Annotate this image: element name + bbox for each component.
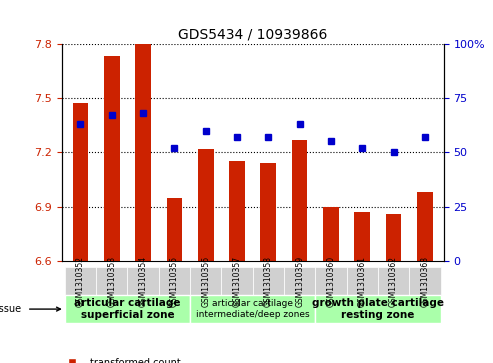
Text: GSM1310363: GSM1310363 [421, 256, 429, 307]
Text: GSM1310353: GSM1310353 [107, 256, 116, 307]
FancyBboxPatch shape [221, 267, 253, 295]
FancyBboxPatch shape [65, 295, 190, 323]
Text: GSM1310360: GSM1310360 [326, 256, 335, 307]
Text: GSM1310352: GSM1310352 [76, 256, 85, 307]
FancyBboxPatch shape [378, 267, 409, 295]
Bar [260, 163, 276, 261]
Text: GSM1310362: GSM1310362 [389, 256, 398, 307]
FancyBboxPatch shape [96, 267, 127, 295]
Text: GSM1310356: GSM1310356 [201, 256, 210, 307]
FancyBboxPatch shape [409, 267, 441, 295]
Text: growth plate cartilage
resting zone: growth plate cartilage resting zone [312, 298, 444, 320]
Bar [72, 103, 88, 261]
FancyBboxPatch shape [65, 267, 96, 295]
Bar [167, 197, 182, 261]
FancyBboxPatch shape [253, 267, 284, 295]
FancyBboxPatch shape [347, 267, 378, 295]
Legend: transformed count, percentile rank within the sample: transformed count, percentile rank withi… [59, 354, 259, 363]
FancyBboxPatch shape [316, 267, 347, 295]
Text: GSM1310358: GSM1310358 [264, 256, 273, 307]
Text: GSM1310357: GSM1310357 [233, 256, 242, 307]
FancyBboxPatch shape [127, 267, 159, 295]
Bar [386, 214, 401, 261]
Bar [135, 44, 151, 261]
Bar [323, 207, 339, 261]
FancyBboxPatch shape [159, 267, 190, 295]
FancyBboxPatch shape [190, 267, 221, 295]
Bar [198, 148, 213, 261]
Text: GSM1310359: GSM1310359 [295, 256, 304, 307]
Text: GSM1310355: GSM1310355 [170, 256, 179, 307]
FancyBboxPatch shape [190, 295, 316, 323]
Bar [354, 212, 370, 261]
Bar [417, 192, 433, 261]
Bar [104, 56, 120, 261]
Bar [229, 161, 245, 261]
Text: tissue: tissue [0, 304, 61, 314]
FancyBboxPatch shape [284, 267, 316, 295]
Bar [292, 140, 308, 261]
Text: articular cartilage
superficial zone: articular cartilage superficial zone [74, 298, 180, 320]
Title: GDS5434 / 10939866: GDS5434 / 10939866 [178, 27, 327, 41]
Text: articular cartilage
intermediate/deep zones: articular cartilage intermediate/deep zo… [196, 299, 310, 319]
FancyBboxPatch shape [316, 295, 441, 323]
Text: GSM1310354: GSM1310354 [139, 256, 147, 307]
Text: GSM1310361: GSM1310361 [358, 256, 367, 307]
